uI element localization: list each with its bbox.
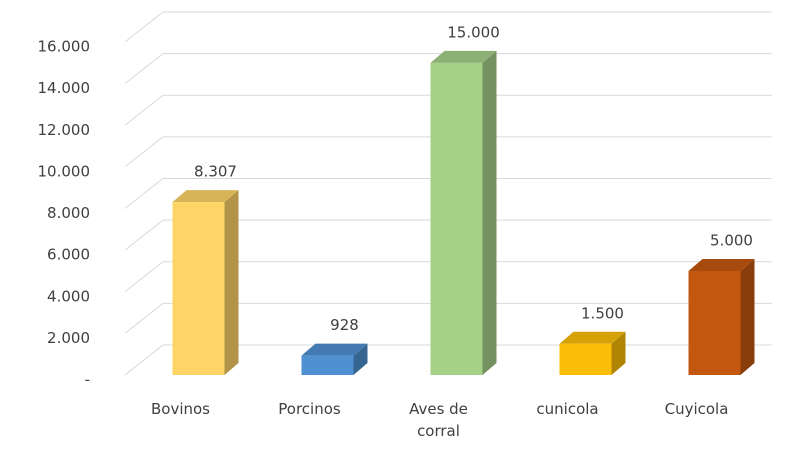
- grid-line: [124, 261, 772, 293]
- bar-front: [301, 355, 354, 375]
- x-tick-label: Bovinos: [150, 400, 210, 418]
- data-label: 928: [330, 316, 359, 334]
- y-tick-label: 12.000: [38, 121, 91, 139]
- y-tick-label: 14.000: [38, 79, 91, 97]
- y-tick-label: 8.000: [47, 204, 90, 222]
- y-tick-label: -: [85, 371, 90, 389]
- bar: [688, 258, 755, 375]
- bar-side: [353, 343, 368, 375]
- bar-side: [482, 50, 497, 375]
- data-label: 1.500: [581, 304, 624, 322]
- bar-top: [559, 331, 626, 344]
- grid-line: [124, 11, 772, 43]
- y-tick-label: 2.000: [47, 329, 90, 347]
- bar: [559, 331, 626, 375]
- grid-line: [124, 53, 772, 85]
- bar-top: [430, 50, 497, 63]
- x-tick-label: cunicola: [536, 400, 599, 418]
- data-label: 5.000: [710, 231, 753, 249]
- data-label: 8.307: [194, 163, 237, 181]
- bar-top: [301, 343, 368, 356]
- bar-top: [172, 190, 239, 203]
- x-tick-label: Aves de corral: [409, 400, 468, 440]
- grid-line: [124, 94, 772, 126]
- bar-front: [559, 343, 612, 375]
- grid-line: [124, 219, 772, 251]
- bar: [172, 190, 239, 375]
- bar: [301, 343, 368, 375]
- bar-front: [688, 270, 741, 375]
- x-tick-label: Porcinos: [278, 400, 341, 418]
- bar-side: [611, 331, 626, 375]
- grid-line: [124, 302, 772, 334]
- y-tick-label: 6.000: [47, 246, 90, 264]
- grid-line: [124, 136, 772, 168]
- data-label: 15.000: [447, 23, 500, 41]
- bar-front: [430, 62, 483, 375]
- bar: [430, 50, 497, 375]
- bar-top: [688, 258, 755, 271]
- y-tick-label: 10.000: [38, 162, 91, 180]
- y-tick-label: 16.000: [38, 38, 91, 56]
- bar-front: [172, 202, 225, 375]
- bar-side: [224, 190, 239, 375]
- x-tick-label: Cuyicola: [664, 400, 729, 418]
- grid-line: [124, 178, 772, 209]
- bar-side: [740, 258, 755, 375]
- y-tick-label: 4.000: [47, 287, 90, 305]
